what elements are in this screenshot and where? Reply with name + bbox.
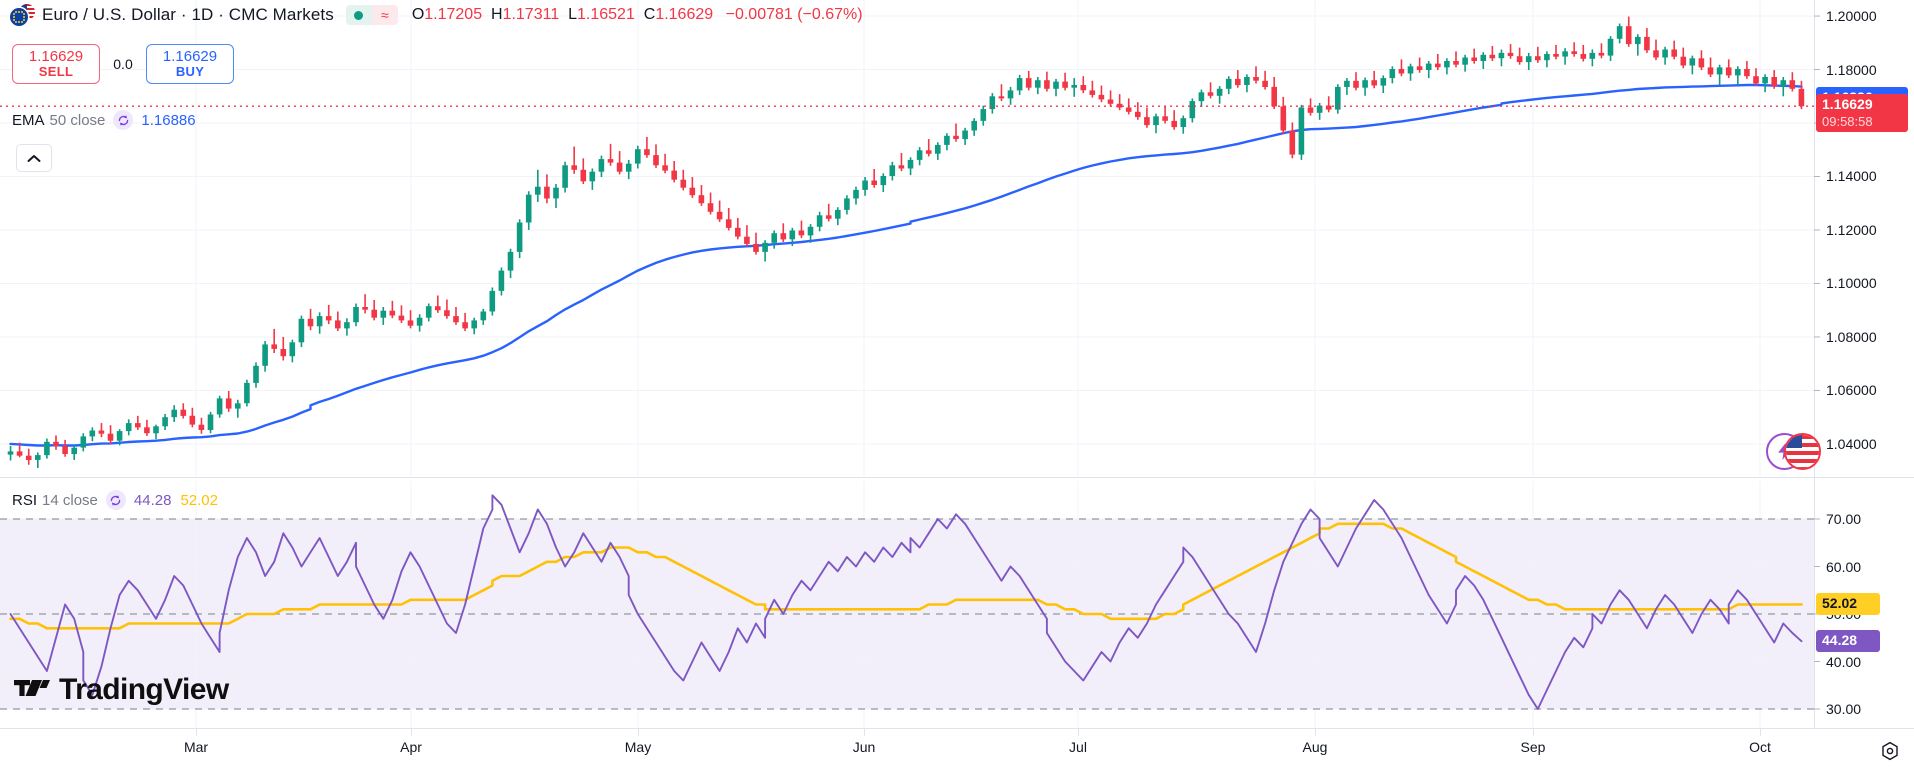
time-axis[interactable]: Mar Apr May Jun Jul Aug Sep Oct (0, 729, 1914, 771)
current-price-value: 1.16629 (1822, 96, 1873, 113)
rsi-legend-name: RSI (12, 491, 38, 509)
high-label: H (491, 6, 503, 23)
chart-header: Euro / U.S. Dollar · 1D · CMC Markets ≈ … (0, 0, 1914, 30)
rsi-legend-params: 14 close (42, 491, 98, 509)
buy-label: BUY (175, 64, 205, 80)
spread-value: 0.0 (113, 56, 133, 72)
buy-button[interactable]: 1.16629 BUY (146, 44, 234, 84)
price-axis-label: 1.08000 (1826, 328, 1877, 345)
price-axis-label: 1.14000 (1826, 168, 1877, 185)
price-pane[interactable] (0, 0, 1814, 476)
price-axis-label: 1.12000 (1826, 221, 1877, 238)
price-axis-label: 1.06000 (1826, 382, 1877, 399)
price-axis-label: 1.10000 (1826, 275, 1877, 292)
rsi-legend-value: 44.28 (133, 491, 172, 509)
price-axis-label: 1.18000 (1826, 61, 1877, 78)
time-axis-label: Jul (1069, 739, 1087, 755)
low-label: L (568, 6, 578, 23)
change-value: −0.00781 (−0.67%) (725, 6, 863, 23)
settings-icon[interactable] (1880, 741, 1900, 761)
time-axis-label: Aug (1302, 739, 1328, 755)
high-value: 1.17311 (502, 6, 560, 23)
trade-bar: 1.16629 SELL 0.0 1.16629 BUY (12, 44, 234, 84)
collapse-pane-button[interactable] (16, 144, 52, 172)
rsi-ma-badge: 52.02 (1816, 593, 1880, 615)
time-axis-label: Mar (183, 739, 209, 755)
price-chart-canvas (0, 0, 1814, 476)
countdown-timer: 09:58:58 (1822, 113, 1873, 129)
price-axis-label: 1.20000 (1826, 8, 1877, 25)
close-value: 1.16629 (655, 6, 714, 23)
time-axis-label: Sep (1520, 739, 1546, 755)
time-axis-tick (1760, 729, 1761, 736)
price-axis-label: 1.04000 (1826, 435, 1877, 452)
rsi-axis-label: 30.00 (1826, 701, 1862, 717)
time-axis-tick (1315, 729, 1316, 736)
rsi-axis-label: 70.00 (1826, 511, 1862, 527)
tradingview-logo-icon (14, 680, 50, 696)
rsi-pane[interactable] (0, 481, 1814, 728)
us-flag-icon[interactable] (1784, 433, 1821, 470)
time-axis-label: Apr (400, 739, 422, 755)
buy-price: 1.16629 (162, 47, 218, 65)
current-price-badge[interactable]: 1.16629 09:58:58 (1816, 94, 1908, 132)
pane-divider (0, 477, 1914, 478)
tradingview-watermark: TradingView (14, 673, 229, 707)
open-label: O (411, 6, 425, 23)
time-axis-tick (1078, 729, 1079, 736)
sell-price: 1.16629 (28, 47, 84, 65)
time-axis-tick (638, 729, 639, 736)
ema-legend-params: 50 close (49, 111, 106, 129)
axis-divider (1814, 0, 1815, 728)
rsi-ma-legend-value: 52.02 (180, 491, 218, 509)
sync-icon[interactable] (105, 490, 126, 510)
chart-style-chips[interactable]: ≈ (345, 5, 398, 25)
time-axis-label: Oct (1749, 739, 1771, 755)
sync-icon[interactable] (113, 110, 134, 130)
ema-legend-name: EMA (12, 111, 45, 129)
time-axis-tick (1533, 729, 1534, 736)
rsi-chart-canvas (0, 481, 1814, 728)
line-style-chip[interactable]: ≈ (371, 5, 398, 25)
live-status-icons[interactable] (1766, 432, 1826, 470)
rsi-axis-label: 60.00 (1826, 558, 1862, 575)
ema-legend-value: 1.16886 (141, 111, 196, 129)
sell-button[interactable]: 1.16629 SELL (12, 44, 100, 84)
time-axis-tick (411, 729, 412, 736)
symbol-title[interactable]: Euro / U.S. Dollar · 1D · CMC Markets (42, 5, 334, 24)
ema-legend[interactable]: EMA 50 close 1.16886 (12, 110, 196, 130)
price-axis[interactable]: 1.200001.180001.160001.140001.120001.100… (1814, 0, 1914, 477)
rsi-axis-label: 40.00 (1826, 653, 1862, 670)
time-axis-tick (864, 729, 865, 736)
time-axis-tick (196, 729, 197, 736)
time-axis-label: Jun (852, 739, 876, 755)
time-axis-label: May (624, 739, 652, 755)
low-value: 1.16521 (577, 6, 635, 23)
rsi-value-badge: 44.28 (1816, 630, 1880, 652)
time-axis-divider (0, 728, 1914, 729)
eu-us-flag-icon (10, 4, 36, 26)
candle-style-chip[interactable] (345, 5, 372, 25)
rsi-legend[interactable]: RSI 14 close 44.28 52.02 (12, 490, 218, 510)
sell-label: SELL (38, 64, 74, 80)
ohlc-values: O1.17205 H1.17311 L1.16521 C1.16629 −0.0… (412, 6, 863, 24)
watermark-text: TradingView (59, 673, 229, 706)
open-value: 1.17205 (424, 6, 483, 23)
close-label: C (643, 6, 656, 23)
chevron-up-icon (27, 154, 41, 162)
